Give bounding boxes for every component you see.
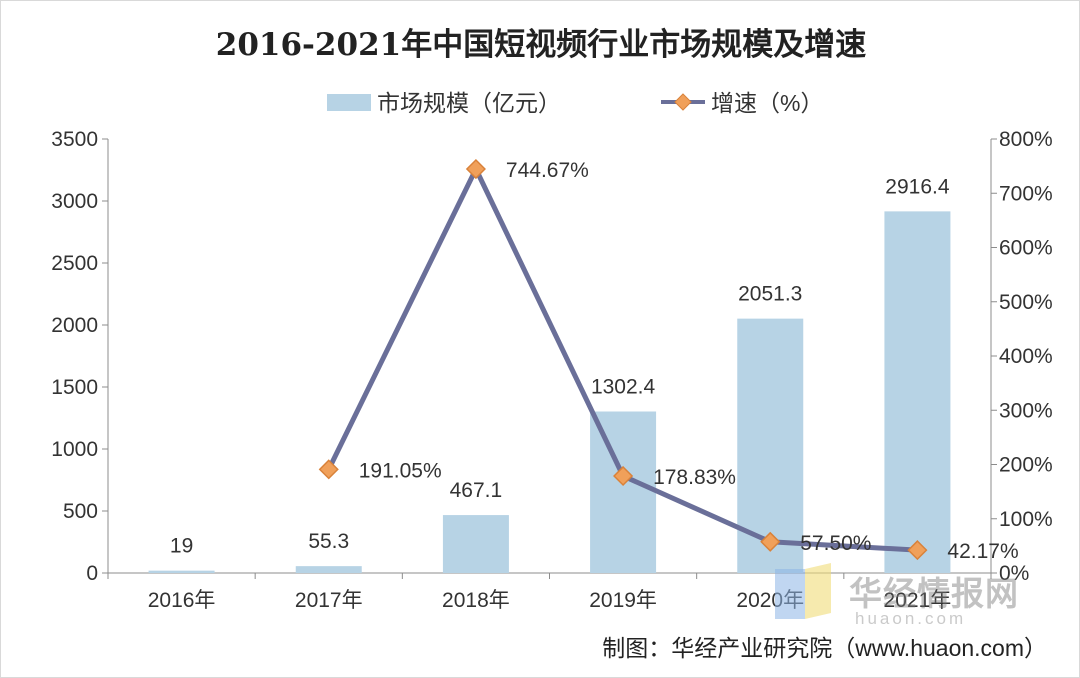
y-left-tick-label: 3500 <box>51 128 98 151</box>
bar-data-label: 2051.3 <box>738 283 802 306</box>
y-right-tick-label: 800% <box>999 128 1053 151</box>
growth-marker <box>907 540 928 561</box>
x-tick-label: 2019年 <box>589 589 657 612</box>
y-right-tick-label: 500% <box>999 291 1053 314</box>
y-left-tick-label: 500 <box>63 500 98 523</box>
growth-marker <box>318 459 339 480</box>
bar-labels: 19 55.3 467.1 1302.4 2051.3 2916.4 <box>170 175 950 557</box>
bar-data-label: 2916.4 <box>885 175 950 198</box>
bar <box>442 515 509 573</box>
y-right-tick-label: 300% <box>999 399 1053 422</box>
x-tick-label: 2021年 <box>884 589 952 612</box>
bar <box>590 411 657 573</box>
watermark-brand: 华经情报网 <box>849 575 1019 612</box>
y-left-tick-label: 2000 <box>51 314 98 337</box>
legend-bar-swatch <box>327 94 371 111</box>
growth-data-label: 191.05% <box>359 459 442 482</box>
bar-data-label: 19 <box>170 535 193 558</box>
bars <box>148 211 951 573</box>
watermark-site: huaon.com <box>855 609 967 628</box>
legend-line-label: 增速（%） <box>711 90 823 116</box>
bar <box>295 566 362 573</box>
bar <box>884 211 951 573</box>
growth-marker <box>465 158 486 180</box>
chart-title: 2016-2021年中国短视频行业市场规模及增速 <box>215 27 867 63</box>
source-credit: 制图：华经产业研究院（www.huaon.com） <box>602 635 1047 661</box>
legend: 市场规模（亿元） 增速（%） <box>327 90 823 116</box>
y-left-tick-label: 2500 <box>51 252 98 275</box>
y-left-tick-label: 1000 <box>51 438 98 461</box>
y-left-tick-label: 3000 <box>51 190 98 213</box>
growth-data-label: 744.67% <box>506 159 589 182</box>
growth-data-label: 42.17% <box>947 540 1018 563</box>
y-right-tick-label: 400% <box>999 345 1053 368</box>
y-right-tick-label: 700% <box>999 182 1053 205</box>
bar-data-label: 55.3 <box>308 530 349 553</box>
y-left-tick-label: 0 <box>86 562 98 585</box>
watermark: 华经情报网 huaon.com <box>771 563 1041 633</box>
watermark-logo-icon <box>775 563 831 619</box>
x-tick-label: 2016年 <box>148 589 216 612</box>
x-tick-label: 2018年 <box>442 589 510 612</box>
legend-marker-icon <box>674 93 692 111</box>
y-left-tick-label: 1500 <box>51 376 98 399</box>
bar-data-label: 1302.4 <box>591 376 656 399</box>
bar <box>148 570 215 573</box>
legend-bar-label: 市场规模（亿元） <box>377 90 561 116</box>
growth-marker <box>760 531 781 552</box>
growth-line-layer <box>318 158 928 561</box>
axes: 0 500 1000 1500 2000 2500 3000 3500 0% 100% 200% 30… <box>51 128 1052 612</box>
growth-marker <box>613 465 634 487</box>
y-right-tick-label: 0% <box>999 562 1029 585</box>
line-labels: 191.05% 744.67% 178.83% 57.50% 42.17% <box>359 159 1019 563</box>
x-tick-label: 2017年 <box>295 589 363 612</box>
growth-data-label: 178.83% <box>653 466 736 489</box>
growth-data-label: 57.50% <box>800 532 871 555</box>
y-right-tick-label: 200% <box>999 454 1053 477</box>
y-right-tick-label: 100% <box>999 508 1053 531</box>
bar-data-label: 467.1 <box>450 479 503 502</box>
y-right-tick-label: 600% <box>999 237 1053 260</box>
